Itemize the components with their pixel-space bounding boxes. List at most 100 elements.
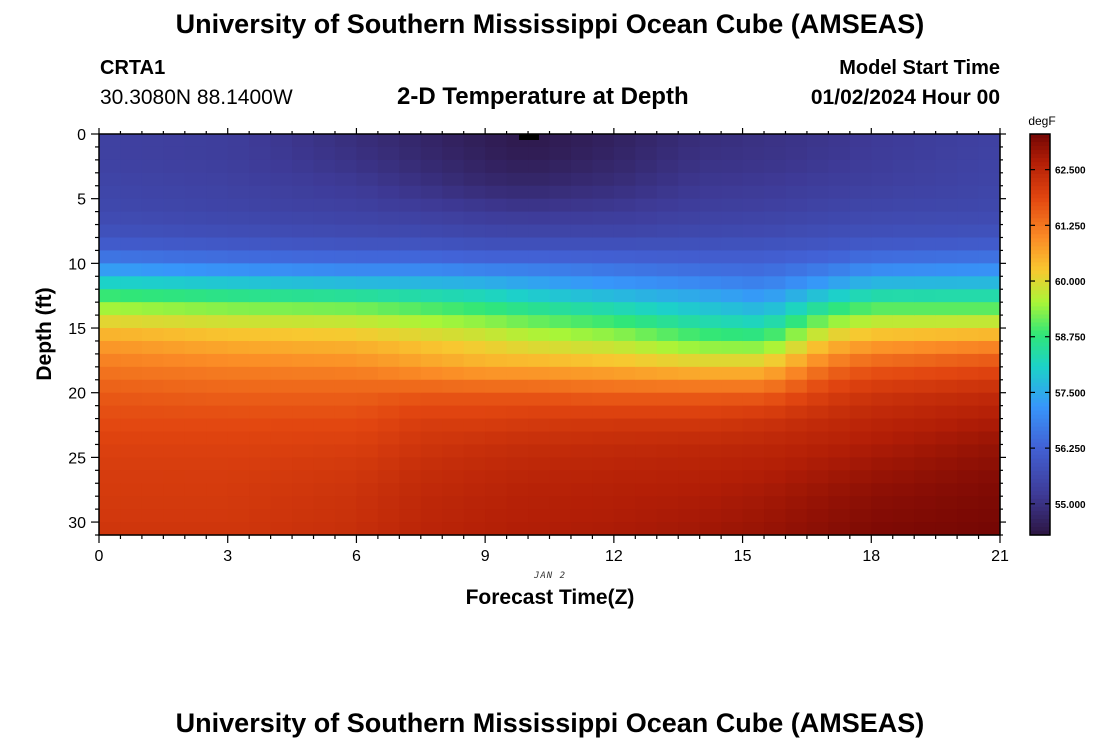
heatmap-cell [721, 263, 744, 277]
heatmap-cell [613, 522, 636, 536]
heatmap-cell [249, 134, 272, 148]
heatmap-cell [828, 172, 851, 187]
heatmap-cell [463, 211, 486, 226]
colorbar-segment [1030, 470, 1050, 476]
heatmap-cell [806, 353, 829, 368]
heatmap-cell [420, 405, 443, 420]
heatmap-cell [270, 328, 293, 342]
heatmap-cell [678, 444, 701, 458]
colorbar-segment [1030, 334, 1050, 340]
heatmap-cell [141, 509, 164, 523]
heatmap-cell [721, 379, 744, 394]
heatmap-cell [249, 146, 272, 161]
heatmap-cell [635, 366, 658, 381]
heatmap-cell [356, 134, 379, 148]
heatmap-cell [485, 353, 508, 368]
heatmap-cell [528, 263, 551, 277]
y-tick-label: 15 [68, 321, 86, 338]
heatmap-cell [935, 289, 958, 303]
heatmap-cell [249, 405, 272, 420]
heatmap-cell [120, 522, 143, 536]
colorbar-segment [1030, 438, 1050, 444]
heatmap-cell [356, 198, 379, 213]
heatmap-cell [656, 302, 679, 316]
colorbar-segment [1030, 270, 1050, 275]
heatmap-cell [935, 302, 958, 316]
heatmap-cell [313, 315, 336, 329]
heatmap-cell [442, 353, 465, 368]
colorbar-segment [1030, 166, 1050, 171]
heatmap-cell [463, 392, 486, 407]
heatmap-cell [570, 263, 593, 277]
heatmap-cell [334, 483, 358, 497]
heatmap-cell [871, 146, 894, 161]
heatmap-cell [935, 146, 958, 161]
colorbar-segment [1030, 486, 1050, 492]
heatmap-cell [141, 418, 164, 433]
heatmap-cell [871, 159, 894, 174]
heatmap-cell [249, 263, 272, 277]
heatmap-cell [463, 353, 486, 368]
heatmap-cell [420, 366, 443, 381]
colorbar-segment [1030, 318, 1050, 324]
heatmap-cell [549, 470, 572, 484]
heatmap-cell [935, 237, 958, 252]
heatmap-cell [892, 289, 915, 303]
heatmap-cell [163, 198, 186, 213]
heatmap-cell [849, 224, 872, 239]
colorbar-segment [1030, 226, 1050, 231]
heatmap-cell [442, 509, 465, 523]
heatmap-cell [292, 237, 315, 252]
heatmap-cell [270, 522, 293, 536]
heatmap-cell [206, 483, 229, 497]
heatmap-cell [742, 146, 765, 161]
heatmap-cell [678, 159, 701, 174]
heatmap-cell [420, 392, 443, 407]
heatmap-cell [420, 250, 443, 264]
heatmap-cell [613, 431, 636, 446]
heatmap-cell [828, 328, 851, 342]
heatmap-cell [549, 146, 572, 161]
heatmap-cell [570, 405, 593, 420]
heatmap-cell [249, 431, 272, 446]
heatmap-cell [120, 250, 143, 264]
colorbar-segment [1030, 414, 1050, 420]
colorbar-segment [1030, 466, 1050, 472]
colorbar-segment [1030, 174, 1050, 179]
heatmap-cell [141, 328, 164, 342]
footer-title: University of Southern Mississippi Ocean… [175, 708, 925, 738]
heatmap-cell [463, 496, 486, 510]
heatmap-cell [227, 198, 250, 213]
heatmap-cell [334, 250, 358, 264]
heatmap-cell [206, 185, 229, 200]
heatmap-cell [721, 483, 744, 497]
y-axis: 0 5 10 15 20 25 30 [68, 127, 1006, 536]
y-axis-label: Depth (ft) [33, 287, 56, 380]
heatmap-cell [506, 496, 529, 510]
heatmap-cell [742, 134, 765, 148]
heatmap-cell [935, 353, 958, 368]
heatmap-cell [849, 211, 872, 226]
heatmap-cell [892, 276, 915, 290]
heatmap-cell [785, 418, 808, 433]
heatmap-cell [249, 159, 272, 174]
heatmap-cell [764, 457, 787, 471]
heatmap-cell [163, 379, 186, 394]
heatmap-cell [742, 315, 765, 329]
heatmap-cell [742, 444, 765, 458]
heatmap-cell [227, 224, 250, 239]
heatmap-cell [292, 340, 315, 355]
heatmap-cell [742, 483, 765, 497]
heatmap-cell [313, 405, 336, 420]
heatmap-cell [871, 353, 894, 368]
heatmap-cell [721, 289, 744, 303]
heatmap-cell [249, 522, 272, 536]
heatmap-cell [828, 340, 851, 355]
colorbar-segment [1030, 474, 1050, 480]
heatmap-cell [828, 302, 851, 316]
heatmap-cell [828, 315, 851, 329]
heatmap-cell [270, 250, 293, 264]
heatmap-cell [785, 198, 808, 213]
heatmap-cell [356, 483, 379, 497]
heatmap-cell [549, 134, 572, 148]
